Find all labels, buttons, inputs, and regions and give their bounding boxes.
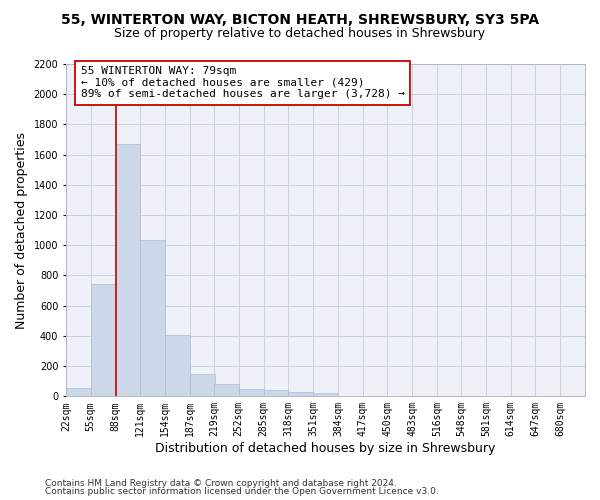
Bar: [288, 392, 313, 396]
Bar: [165, 335, 190, 396]
Text: 55, WINTERTON WAY, BICTON HEATH, SHREWSBURY, SY3 5PA: 55, WINTERTON WAY, BICTON HEATH, SHREWSB…: [61, 12, 539, 26]
Y-axis label: Number of detached properties: Number of detached properties: [15, 132, 28, 328]
Text: 55 WINTERTON WAY: 79sqm
← 10% of detached houses are smaller (429)
89% of semi-d: 55 WINTERTON WAY: 79sqm ← 10% of detache…: [81, 66, 405, 100]
Bar: [214, 384, 239, 396]
Bar: [116, 144, 140, 397]
Bar: [91, 284, 116, 397]
Text: Contains public sector information licensed under the Open Government Licence v3: Contains public sector information licen…: [45, 487, 439, 496]
Bar: [190, 374, 215, 396]
Bar: [66, 388, 91, 396]
Bar: [313, 394, 338, 396]
Text: Size of property relative to detached houses in Shrewsbury: Size of property relative to detached ho…: [115, 28, 485, 40]
Bar: [140, 240, 165, 396]
Text: Contains HM Land Registry data © Crown copyright and database right 2024.: Contains HM Land Registry data © Crown c…: [45, 478, 397, 488]
Bar: [239, 389, 263, 396]
X-axis label: Distribution of detached houses by size in Shrewsbury: Distribution of detached houses by size …: [155, 442, 496, 455]
Bar: [263, 390, 288, 396]
